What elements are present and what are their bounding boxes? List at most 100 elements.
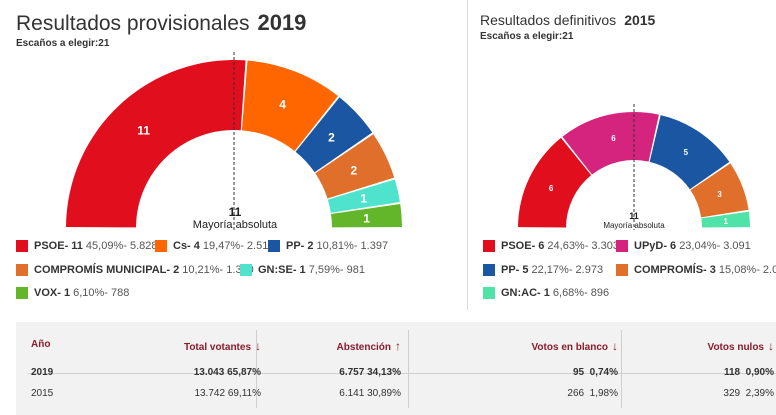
y2015-legend-party: UPyD- 6	[634, 240, 677, 252]
hemi-2019-seat-label: 2	[350, 163, 357, 177]
hemi-2019-segment-cs[interactable]	[241, 60, 338, 152]
hemi-2015-segment-comprom-s[interactable]	[690, 163, 749, 218]
row-2019-null: 118 0,90%	[724, 367, 774, 378]
hemi-2019-segment-comprom-s-municipal[interactable]	[315, 134, 395, 199]
header-null-votes[interactable]: Votos nulos ↓	[708, 339, 774, 353]
hemi-2015-seat-label: 6	[611, 134, 616, 143]
y2015-legend-stats: 22,17%- 2.973	[531, 264, 604, 276]
hemi-2015-seat-label: 6	[549, 184, 554, 193]
majority-label-2019: Mayoría absoluta	[192, 219, 278, 231]
y2019-legend-party: Cs- 4	[173, 240, 200, 252]
y2019-legend-swatch	[240, 264, 252, 276]
y2015-legend-item: UPyD- 6 23,04%- 3.091	[616, 240, 751, 252]
y2015-legend-swatch	[616, 240, 628, 252]
hemicycle-2015-chart: 6 6 5 3 1	[518, 104, 750, 230]
definitive-seats-label: Escaños a elegir:21	[480, 31, 574, 42]
row-2019-blank-pct: 0,74%	[589, 367, 618, 378]
row-2015-abst-count: 6.141	[339, 388, 365, 399]
y2019-legend-swatch	[16, 287, 28, 299]
y2015-legend-item: COMPROMÍS- 315,08%- 2.023	[616, 264, 776, 276]
provisional-seats-label: Escaños a elegir:21	[16, 38, 110, 49]
y2019-legend-stats: 6,10%- 788	[73, 287, 130, 299]
majority-number-2015: 11	[629, 211, 639, 221]
column-divider	[256, 330, 257, 408]
y2015-legend-party: COMPROMÍS- 3	[634, 264, 716, 276]
y2019-legend-item: GN:SE- 1 7,59%- 981	[240, 264, 365, 276]
hemi-2019-seat-label: 11	[137, 124, 150, 138]
provisional-title-text: Resultados provisionales	[16, 12, 250, 35]
hemi-2015-seat-label: 1	[724, 217, 729, 226]
y2019-legend-item: VOX- 1 6,10%- 788	[16, 287, 129, 299]
provisional-title: Resultados provisionales 2019	[16, 10, 306, 36]
header-total-votes-label: Total votantes	[183, 342, 251, 353]
header-abstention-label: Abstención	[336, 342, 391, 353]
y2015-legend-stats: 23,04%- 3.091	[679, 240, 751, 252]
header-blank-votes-label: Votos en blanco	[531, 342, 609, 353]
hemi-2015-segment-gn-ac[interactable]	[701, 211, 750, 228]
y2019-legend-swatch	[268, 240, 280, 252]
row-2015-year: 2015	[31, 388, 54, 399]
y2019-legend-stats: 19,47%- 2.516	[202, 240, 275, 252]
row-2019-null-pct: 0,90%	[745, 367, 774, 378]
y2019-legend-swatch	[16, 240, 28, 252]
y2015-legend-item: PSOE- 6 24,63%- 3.303	[483, 240, 619, 252]
row-2019-votes-count: 13.043	[193, 367, 225, 378]
header-total-votes[interactable]: Total votantes ↓	[184, 339, 261, 353]
row-2015-blank-pct: 1,98%	[589, 388, 618, 399]
hemi-2019-segment-pp[interactable]	[295, 97, 373, 173]
y2015-legend-party: GN:AC- 1	[501, 287, 550, 299]
y2019-legend-party: COMPROMÍS MUNICIPAL- 2	[34, 264, 180, 276]
row-2015-null: 329 2,39%	[723, 388, 774, 399]
row-2015-votes-count: 13.742	[194, 388, 226, 399]
y2019-legend-swatch	[155, 240, 167, 252]
y2019-legend-party: VOX- 1	[34, 287, 71, 299]
provisional-year: 2019	[257, 10, 307, 35]
sort-down-icon: ↓	[612, 339, 618, 353]
hemi-2019-seat-label: 1	[360, 192, 367, 206]
header-blank-votes[interactable]: Votos en blanco ↓	[532, 339, 619, 353]
y2019-legend-item: Cs- 4 19,47%- 2.516	[155, 240, 274, 252]
y2015-legend-swatch	[483, 264, 495, 276]
majority-label-2015: Mayoría absoluta	[603, 221, 665, 230]
hemi-2019-segment-vox[interactable]	[330, 203, 402, 228]
row-2019-year: 2019	[31, 367, 54, 378]
y2015-legend-item: GN:AC- 1 6,68%- 896	[483, 287, 609, 299]
row-2015-null-count: 329	[723, 388, 741, 399]
y2019-legend-stats: 10,81%- 1.397	[316, 240, 389, 252]
row-2015-votes: 13.742 69,11%	[194, 388, 261, 399]
majority-number-2019: 11	[228, 205, 242, 219]
definitive-title: Resultados definitivos 2015	[480, 12, 655, 28]
header-abstention[interactable]: Abstención ↑	[337, 339, 401, 353]
y2019-legend-stats: 45,09%- 5.828	[85, 240, 158, 252]
provisional-results-panel: Resultados provisionales 2019 Escaños a e…	[0, 0, 466, 310]
hemi-2015-segment-pp[interactable]	[649, 115, 730, 190]
hemi-2019-segment-psoe[interactable]	[66, 59, 246, 228]
y2015-legend-swatch	[483, 240, 495, 252]
hemi-2019-segment-gn-se[interactable]	[327, 179, 400, 213]
hemi-2015-seat-label: 5	[684, 148, 689, 157]
row-2015-blank: 266 1,98%	[567, 388, 618, 399]
row-2019-votes-pct: 65,87%	[227, 367, 261, 378]
header-year: Año	[31, 339, 51, 350]
row-2019-null-count: 118	[723, 367, 741, 378]
row-2019-blank-count: 95	[572, 367, 585, 378]
sort-up-icon: ↑	[395, 339, 401, 353]
y2015-legend-item: PP- 5 22,17%- 2.973	[483, 264, 603, 276]
column-divider	[621, 330, 622, 408]
row-2015-null-pct: 2,39%	[745, 388, 774, 399]
y2015-legend-party: PSOE- 6	[501, 240, 545, 252]
definitive-results-panel: Resultados definitivos 2015 Escaños a ele…	[467, 0, 776, 310]
y2019-legend-stats: 7,59%- 981	[308, 264, 365, 276]
row-2015-blank-count: 266	[567, 388, 585, 399]
hemi-2015-seat-label: 3	[717, 190, 722, 199]
y2019-legend-party: PP- 2	[286, 240, 314, 252]
y2015-legend-stats: 24,63%- 3.303	[547, 240, 619, 252]
turnout-table: Año Total votantes ↓ Abstención ↑ Votos en…	[16, 322, 776, 415]
hemi-2015-segment-psoe[interactable]	[518, 137, 592, 228]
hemi-2019-seat-label: 1	[363, 211, 370, 225]
y2019-legend-item: COMPROMÍS MUNICIPAL- 2 10,21%- 1.320	[16, 264, 254, 276]
row-2019-votes: 13.043 65,87%	[194, 367, 261, 378]
y2019-legend-item: PSOE- 11 45,09%- 5.828	[16, 240, 157, 252]
hemi-2015-segment-upyd[interactable]	[562, 112, 659, 175]
